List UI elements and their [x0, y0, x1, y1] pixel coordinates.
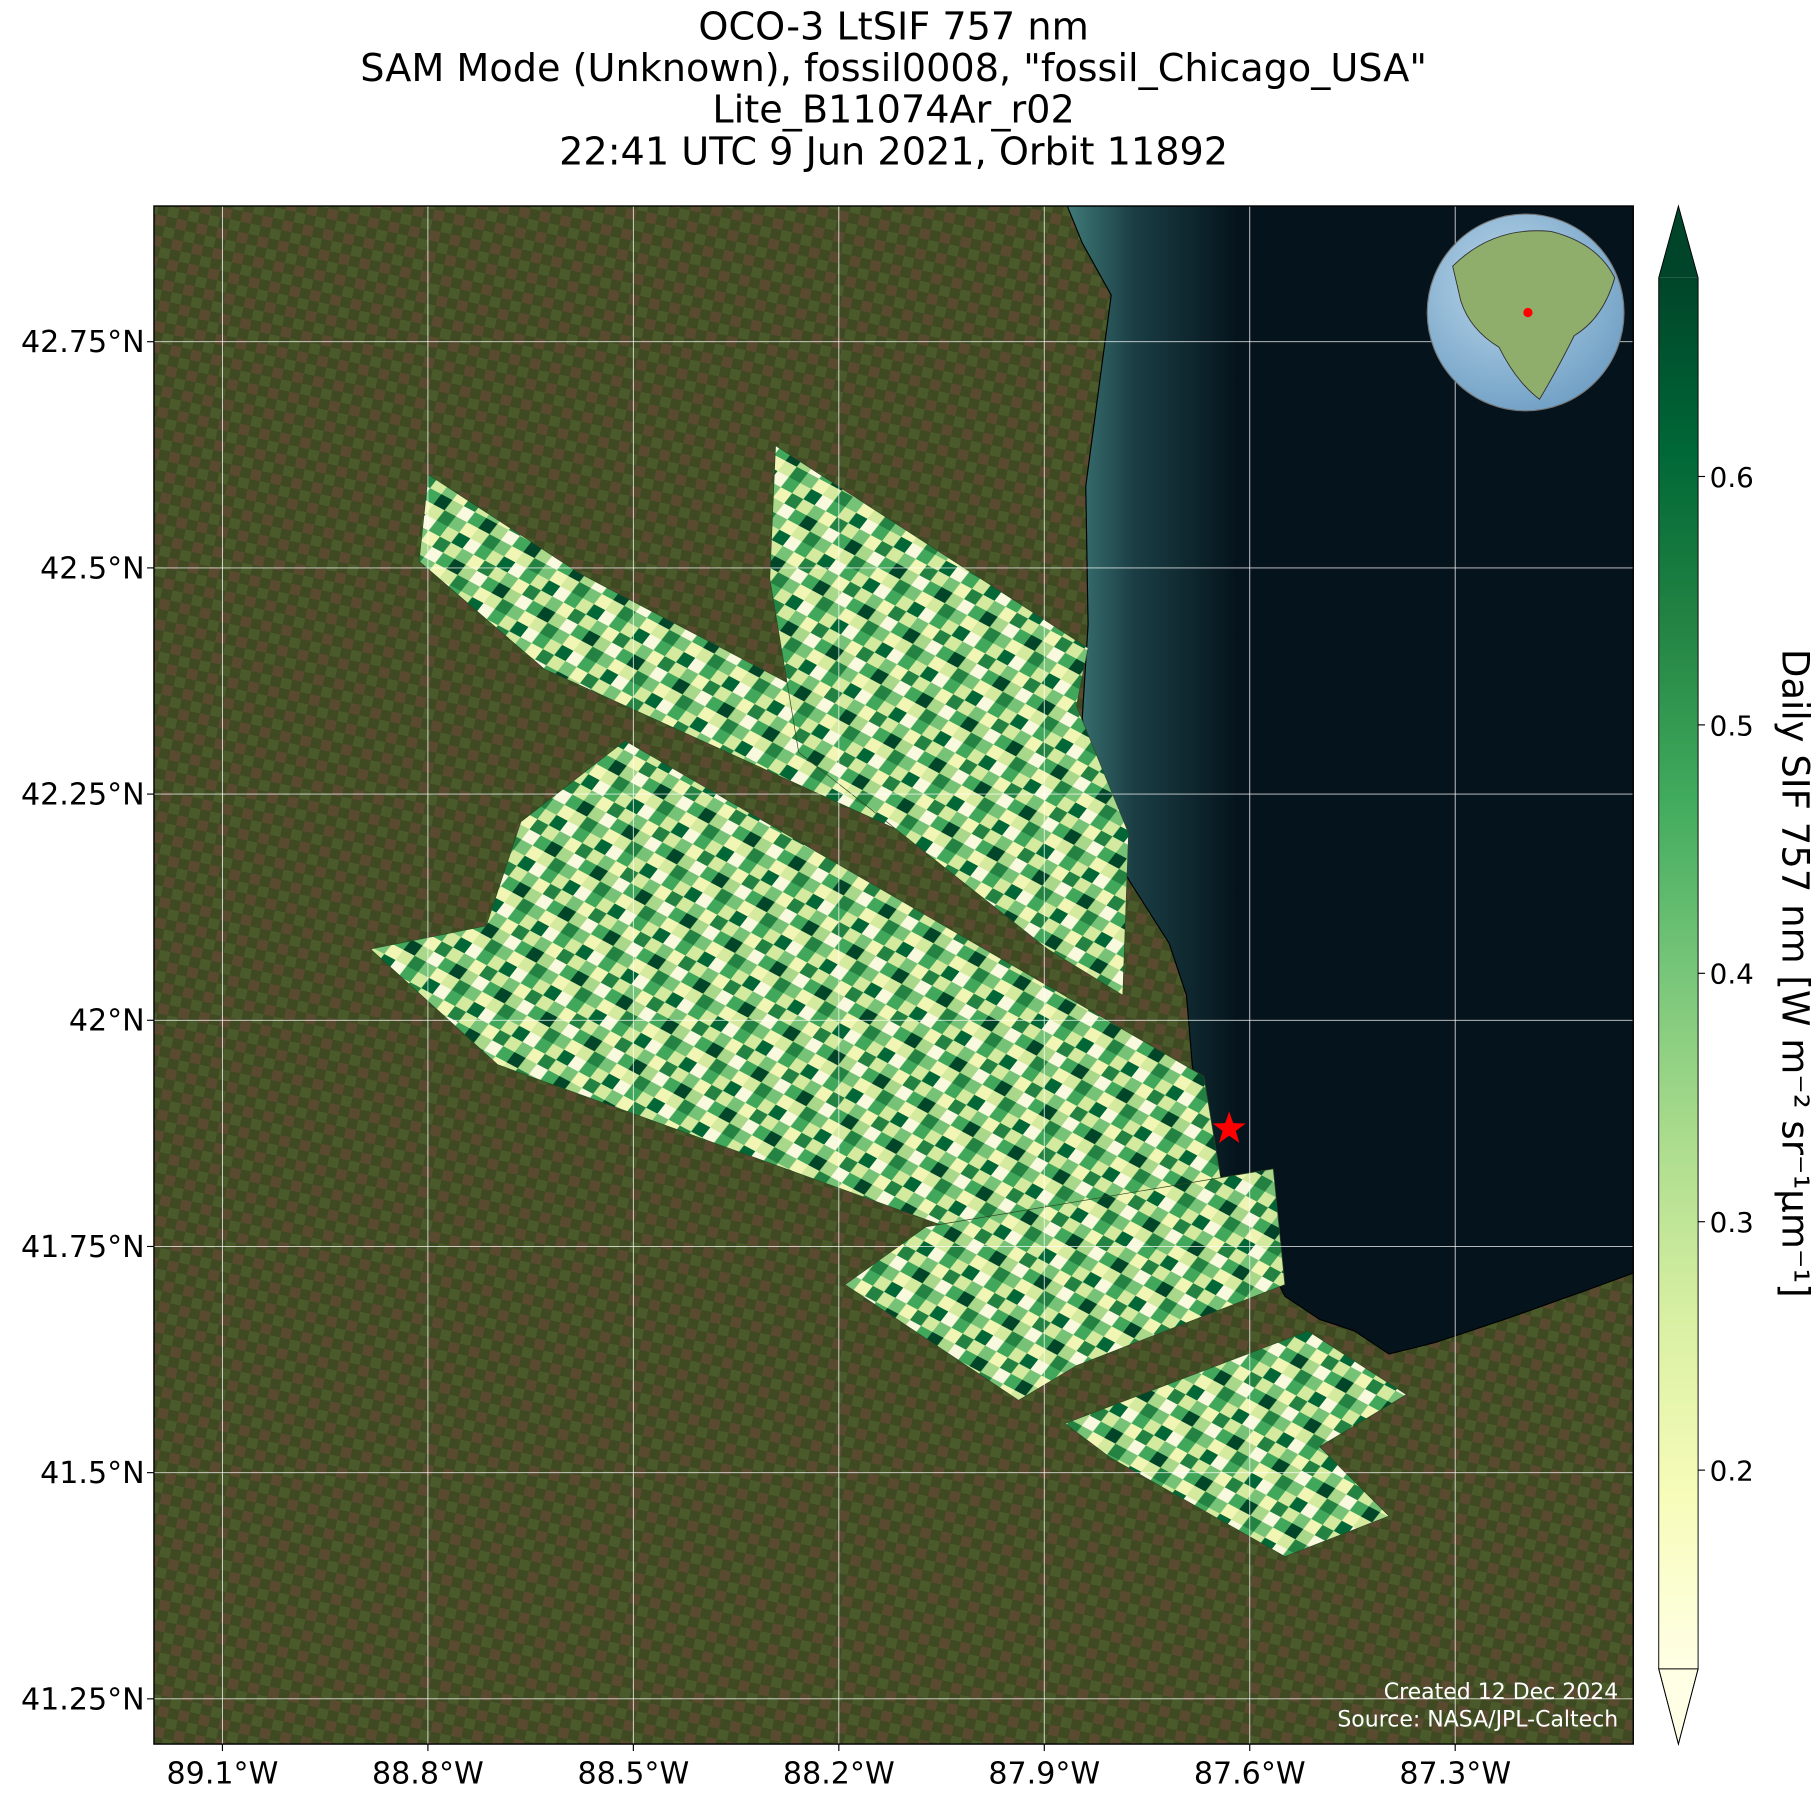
colorbar-label: Daily SIF 757 nm [W m⁻² sr⁻¹μm⁻¹] [1774, 649, 1815, 1298]
swath [769, 444, 1129, 996]
swath [844, 1168, 1286, 1401]
swath [1064, 1330, 1408, 1557]
y-tick-label: 42.25°N [21, 778, 145, 813]
map [153, 206, 1634, 1745]
footer-source: Source: NASA/JPL-Caltech [1337, 1708, 1618, 1733]
y-tick-label: 41.75°N [21, 1230, 145, 1265]
x-tick-label: 87.9°W [988, 1756, 1100, 1791]
x-tick-label: 87.3°W [1399, 1756, 1511, 1791]
x-tick-label: 88.2°W [783, 1756, 895, 1791]
y-tick-label: 42.5°N [40, 551, 145, 586]
map-frame [153, 205, 1634, 1745]
y-tick-label: 41.25°N [21, 1682, 145, 1717]
colorbar-extend-bottom [1658, 1668, 1699, 1746]
y-tick-label: 42°N [69, 1004, 145, 1039]
sif-swaths [369, 444, 1408, 1557]
colorbar-tick-label: 0.3 [1710, 1206, 1754, 1239]
x-tick-label: 88.5°W [577, 1756, 689, 1791]
title-line: 22:41 UTC 9 Jun 2021, Orbit 11892 [559, 130, 1228, 174]
colorbar-tick-label: 0.6 [1710, 461, 1754, 494]
colorbar-tick-label: 0.4 [1710, 958, 1754, 991]
globe-land [1452, 230, 1616, 400]
x-tick-label: 88.8°W [372, 1756, 484, 1791]
y-tick-label: 42.75°N [21, 325, 145, 360]
colorbar-scale [1658, 277, 1699, 1669]
y-tick-label: 41.5°N [40, 1456, 145, 1491]
colorbar: 0.2 0.3 0.4 0.5 0.6 Daily SIF 757 nm [W m⁻² s… [1658, 204, 1815, 1746]
footer-created: Created 12 Dec 2024 [1384, 1680, 1618, 1705]
title-line: Lite_B11074Ar_r02 [712, 89, 1074, 133]
colorbar-tick-label: 0.2 [1710, 1455, 1754, 1488]
colorbar-extend-top [1658, 206, 1699, 278]
target-star [1212, 1111, 1246, 1143]
colorbar-outline [1658, 204, 1699, 1746]
colorbar-tick-label: 0.5 [1710, 709, 1754, 742]
x-tick-label: 87.6°W [1194, 1756, 1306, 1791]
globe-target [1523, 307, 1533, 318]
x-tick-label: 89.1°W [167, 1756, 279, 1791]
title-line: OCO-3 LtSIF 757 nm [698, 5, 1088, 49]
title-line: SAM Mode (Unknown), fossil0008, "fossil_… [360, 47, 1427, 91]
